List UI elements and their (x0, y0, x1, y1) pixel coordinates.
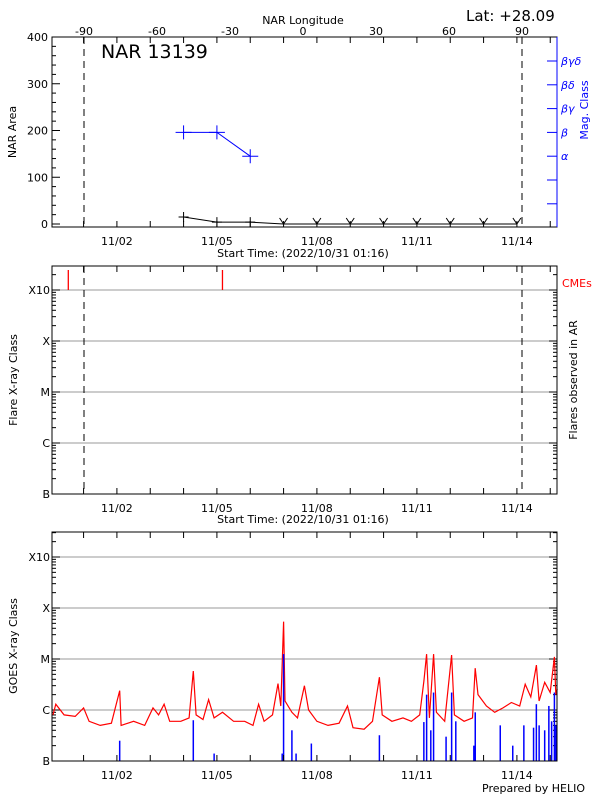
plot-frame (51, 531, 558, 762)
x-tick-label: 11/08 (301, 502, 333, 515)
area-point (445, 217, 455, 225)
area-point (479, 217, 488, 225)
latitude-label: Lat: +28.09 (466, 7, 555, 25)
legend-cmes: CMEs (562, 277, 592, 290)
plot-frame (51, 265, 558, 495)
panel-title: NAR 13139 (101, 41, 208, 63)
x-tick-label: 11/05 (201, 769, 233, 782)
plot-frame (51, 36, 558, 228)
area-point (412, 217, 422, 225)
area-point (178, 211, 189, 222)
y-tick-label: M (41, 386, 51, 399)
x-tick-label: 11/05 (201, 502, 233, 515)
x-tick-label: 11/14 (501, 235, 533, 248)
top-tick-label: 90 (515, 25, 529, 38)
top-tick-label: 0 (300, 25, 307, 38)
y-tick-label: 200 (27, 125, 48, 138)
y-tick-label: B (42, 488, 50, 501)
mag-class-point (242, 149, 259, 164)
mag-class-point (175, 125, 192, 140)
y-axis-label-area: NAR Area (6, 106, 19, 158)
area-point (345, 217, 355, 225)
y-tick-label: C (42, 704, 50, 717)
mag-tick-label: β (560, 126, 568, 139)
goes-xray-panel: B C M X X10 11/02 11/05 11/08 11/11 11/14 (28, 531, 558, 782)
mag-class-point (208, 125, 225, 140)
x-tick-label: 11/02 (101, 235, 133, 248)
y-axis-label-goes: GOES X-ray Class (7, 598, 20, 694)
area-point (512, 217, 522, 225)
y-axis-label-flare: Flare X-ray Class (7, 334, 20, 426)
x-axis-label-top: Start Time: (2022/10/31 01:16) (217, 247, 389, 260)
area-point (211, 217, 222, 228)
top-tick-label: -60 (148, 25, 166, 38)
y-tick-label: 300 (27, 78, 48, 91)
y-tick-label: 400 (27, 31, 48, 44)
x-tick-label: 11/08 (301, 769, 333, 782)
mag-tick-label: βδ (560, 79, 575, 92)
area-point (279, 217, 288, 225)
x-tick-label: 11/02 (101, 769, 133, 782)
x-tick-label: 11/08 (301, 235, 333, 248)
x-tick-label: 11/11 (401, 502, 433, 515)
area-point (379, 217, 388, 225)
footer-credit: Prepared by HELIO (482, 782, 585, 795)
flare-class-panel: 11/02 11/05 11/08 11/11 11/14 B C M X X10 (28, 265, 558, 515)
x-tick-label: 11/11 (401, 235, 433, 248)
mag-tick-label: βγ (560, 103, 575, 116)
y-tick-label: C (42, 437, 50, 450)
mag-tick-label: α (561, 150, 569, 163)
x-tick-label: 11/14 (501, 769, 533, 782)
y-tick-label: 100 (27, 171, 48, 184)
mag-tick-label: βγδ (560, 55, 582, 68)
area-point (245, 217, 256, 228)
top-axis-label: NAR Longitude (262, 14, 344, 27)
x-tick-label: 11/14 (501, 502, 533, 515)
y-tick-label: X (42, 335, 50, 348)
y-tick-label: X10 (28, 284, 50, 297)
top-tick-label: 60 (442, 25, 456, 38)
y-tick-label: X10 (28, 551, 50, 564)
top-tick-label: -30 (221, 25, 239, 38)
y2-axis-label-mag: Mag. Class (578, 80, 591, 139)
x-tick-label: 11/05 (201, 235, 233, 248)
y-tick-label: X (42, 602, 50, 615)
goes-flux-line (52, 621, 558, 730)
top-tick-label: -90 (75, 25, 93, 38)
y-tick-label: 0 (41, 218, 48, 231)
x-axis-label-mid: Start Time: (2022/10/31 01:16) (217, 513, 389, 526)
y2-axis-label-flares: Flares observed in AR (567, 320, 580, 440)
x-tick-label: 11/02 (101, 502, 133, 515)
top-tick-label: 30 (369, 25, 383, 38)
y-tick-label: B (42, 755, 50, 768)
x-tick-label: 11/11 (401, 769, 433, 782)
area-point (312, 217, 322, 225)
y-tick-label: M (41, 653, 51, 666)
